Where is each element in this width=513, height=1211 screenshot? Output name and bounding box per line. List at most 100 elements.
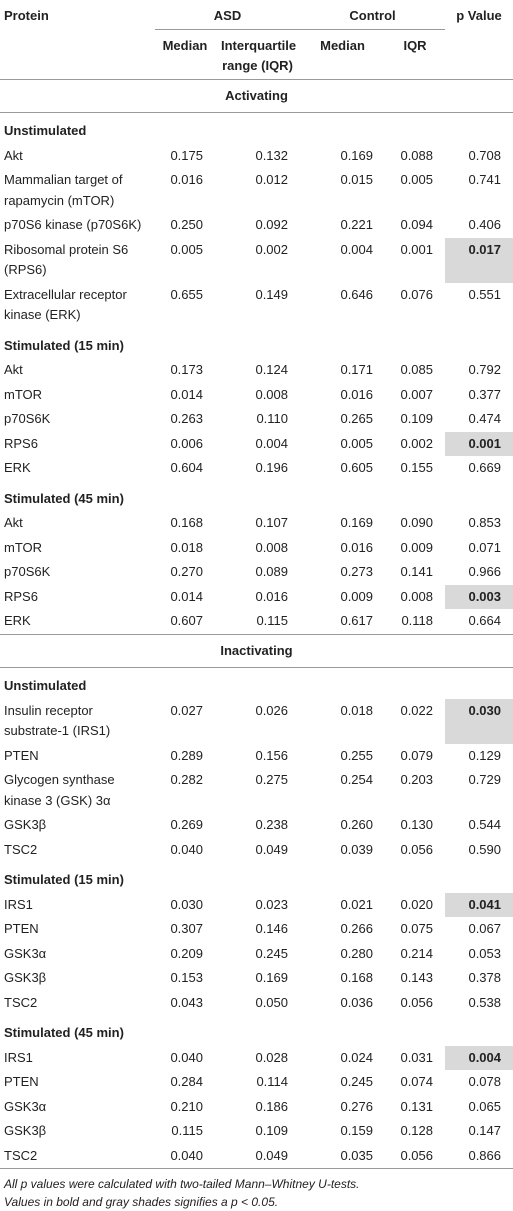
protein-cell: mTOR xyxy=(4,539,43,555)
protein-cell: p70S6 kinase (p70S6K) xyxy=(4,217,142,232)
value-cell: 0.307 xyxy=(170,921,203,936)
data-row: TSC2 0.040 0.049 0.039 0.056 0.590 xyxy=(0,838,513,863)
protein-cell: mTOR xyxy=(4,386,43,402)
protein-cell: Insulin receptor substrate-1 (IRS1) xyxy=(4,702,111,739)
value-cell: 0.040 xyxy=(170,841,203,857)
value-cell: 0.007 xyxy=(400,386,434,402)
value-cell: 0.378 xyxy=(468,970,502,985)
value-cell: 0.035 xyxy=(340,1147,374,1163)
value-cell: 0.001 xyxy=(445,431,513,456)
value-cell: 0.203 xyxy=(400,772,434,787)
value-cell: 0.056 xyxy=(400,994,434,1010)
group-title: Stimulated (15 min) xyxy=(4,872,124,887)
value-cell: 0.014 xyxy=(170,588,203,604)
value-cell: 0.005 xyxy=(170,241,203,257)
value-cell: 0.015 xyxy=(340,172,374,187)
value-cell: 0.646 xyxy=(340,286,374,302)
protein-cell: Akt xyxy=(4,147,23,163)
data-row: p70S6K 0.263 0.110 0.265 0.109 0.474 xyxy=(0,407,513,432)
value-cell: 0.089 xyxy=(255,564,289,579)
header-cell: p Value xyxy=(456,8,502,23)
value-cell: 0.039 xyxy=(340,841,374,857)
value-cell: 0.153 xyxy=(170,970,203,985)
group-title: Stimulated (45 min) xyxy=(4,490,124,506)
value-cell: 0.474 xyxy=(468,411,502,426)
value-cell: 0.214 xyxy=(400,945,434,961)
data-row: PTEN 0.307 0.146 0.266 0.075 0.067 xyxy=(0,917,513,942)
value-cell: 0.004 xyxy=(445,1045,513,1070)
protein-cell: TSC2 xyxy=(4,841,38,857)
value-cell: 0.041 xyxy=(445,892,513,917)
protein-cell: ERK xyxy=(4,613,31,628)
value-cell: 0.275 xyxy=(255,772,289,787)
data-row: Akt 0.173 0.124 0.171 0.085 0.792 xyxy=(0,358,513,383)
protein-cell: GSK3α xyxy=(4,1098,47,1114)
value-cell: 0.124 xyxy=(255,362,289,377)
data-row: GSK3β 0.153 0.169 0.168 0.143 0.378 xyxy=(0,966,513,991)
value-cell: 0.003 xyxy=(445,584,513,609)
value-cell: 0.040 xyxy=(170,1049,203,1065)
value-cell: 0.617 xyxy=(340,613,374,628)
value-cell: 0.708 xyxy=(468,147,502,163)
header-cell: IQR xyxy=(403,37,427,53)
data-row: TSC2 0.043 0.050 0.036 0.056 0.538 xyxy=(0,991,513,1016)
value-cell: 0.092 xyxy=(255,217,289,232)
value-cell: 0.209 xyxy=(170,945,203,961)
protein-cell: GSK3β xyxy=(4,1123,47,1138)
header-cell: Median xyxy=(162,37,208,53)
value-cell: 0.074 xyxy=(400,1074,434,1089)
value-cell: 0.605 xyxy=(340,460,374,475)
value-cell: 0.159 xyxy=(340,1123,374,1138)
protein-cell: TSC2 xyxy=(4,994,38,1010)
value-cell: 0.544 xyxy=(468,817,502,832)
group-row: Unstimulated xyxy=(0,668,513,699)
value-cell: 0.049 xyxy=(255,1147,289,1163)
footnotes: All p values were calculated with two-ta… xyxy=(0,1168,513,1211)
value-cell: 0.023 xyxy=(255,896,289,912)
value-cell: 0.022 xyxy=(400,702,434,718)
protein-cell: ERK xyxy=(4,460,31,475)
value-cell: 0.014 xyxy=(170,386,203,402)
value-cell: 0.026 xyxy=(255,702,289,718)
group-title: Unstimulated xyxy=(4,123,87,138)
value-cell: 0.009 xyxy=(340,588,374,604)
value-cell: 0.607 xyxy=(170,613,203,628)
value-cell: 0.056 xyxy=(400,1147,434,1163)
value-cell: 0.040 xyxy=(170,1147,203,1163)
protein-cell: RPS6 xyxy=(4,588,38,604)
value-cell: 0.147 xyxy=(468,1123,502,1138)
data-row: GSK3β 0.269 0.238 0.260 0.130 0.544 xyxy=(0,813,513,838)
protein-cell: PTEN xyxy=(4,921,39,936)
data-row: RPS6 0.006 0.004 0.005 0.002 0.001 xyxy=(0,431,513,456)
value-cell: 0.036 xyxy=(340,994,374,1010)
value-cell: 0.118 xyxy=(401,613,434,628)
value-cell: 0.114 xyxy=(256,1074,289,1089)
group-row: Stimulated (45 min) xyxy=(0,1015,513,1046)
data-row: Akt 0.175 0.132 0.169 0.088 0.708 xyxy=(0,144,513,169)
value-cell: 0.741 xyxy=(468,172,502,187)
data-row: TSC2 0.040 0.049 0.035 0.056 0.866 xyxy=(0,1144,513,1169)
subheader-row: Median Interquartile range (IQR) Median … xyxy=(0,29,513,79)
value-cell: 0.186 xyxy=(255,1098,289,1114)
value-cell: 0.538 xyxy=(468,994,502,1010)
value-cell: 0.289 xyxy=(170,747,203,763)
value-cell: 0.966 xyxy=(468,564,502,579)
protein-cell: Extracellular receptor kinase (ERK) xyxy=(4,286,127,323)
value-cell: 0.156 xyxy=(255,747,289,763)
protein-cell: PTEN xyxy=(4,1074,39,1089)
protein-cell: Akt xyxy=(4,515,23,530)
protein-cell: p70S6K xyxy=(4,564,51,579)
value-cell: 0.128 xyxy=(400,1123,434,1138)
value-cell: 0.115 xyxy=(171,1123,203,1138)
value-cell: 0.269 xyxy=(170,817,203,832)
group-row: Stimulated (45 min) xyxy=(0,481,513,512)
value-cell: 0.016 xyxy=(170,172,203,187)
value-cell: 0.169 xyxy=(340,147,374,163)
group-title: Stimulated (15 min) xyxy=(4,337,124,353)
data-row: Akt 0.168 0.107 0.169 0.090 0.853 xyxy=(0,511,513,536)
value-cell: 0.238 xyxy=(255,817,289,832)
value-cell: 0.171 xyxy=(340,362,374,377)
protein-cell: Ribosomal protein S6 (RPS6) xyxy=(4,241,129,278)
value-cell: 0.551 xyxy=(468,286,502,302)
data-row: mTOR 0.018 0.008 0.016 0.009 0.071 xyxy=(0,536,513,561)
